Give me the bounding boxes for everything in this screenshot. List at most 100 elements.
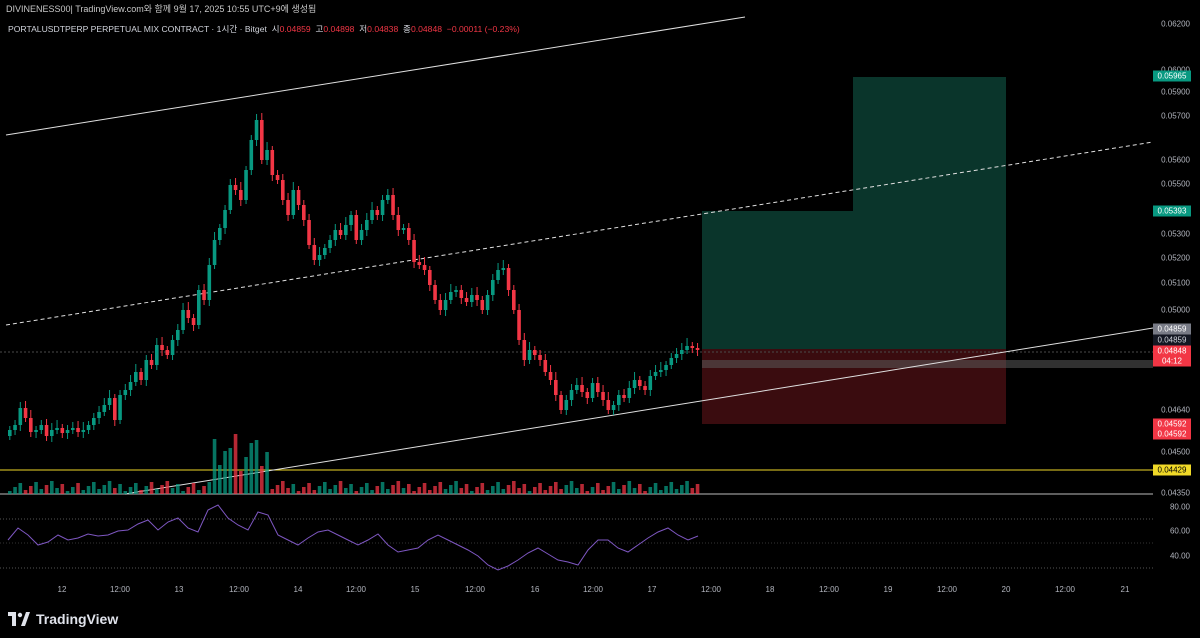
open-label: 시 <box>271 24 280 34</box>
caption-text: DIVINENESS00| TradingView.com와 함께 9월 17,… <box>6 4 317 14</box>
target-zone-right <box>853 77 1006 349</box>
volume-bar <box>491 486 495 494</box>
candle-body <box>491 280 495 295</box>
volume-bar <box>433 486 437 494</box>
price-axis[interactable]: 0.06200 0.06000 0.05900 0.05700 0.05600 0.055… <box>1153 16 1200 596</box>
volume-bar <box>265 452 269 494</box>
time-tick: 12:00 <box>464 585 486 594</box>
volume-bar <box>160 485 164 494</box>
volume-bar <box>512 481 516 494</box>
candle-body <box>333 230 338 240</box>
candle-body <box>239 190 243 200</box>
volume-bar <box>533 487 537 494</box>
candle-body <box>527 350 532 360</box>
volume-bar <box>307 483 311 494</box>
candle-body <box>338 230 343 235</box>
volume-bar <box>65 491 70 494</box>
volume-bar <box>44 485 49 494</box>
time-tick: 12:00 <box>109 585 131 594</box>
candle-body <box>443 300 448 310</box>
volume-bar <box>380 482 385 494</box>
candle-body <box>548 372 553 380</box>
price-tag: 0.04859 <box>1153 334 1191 346</box>
candle-body <box>380 200 385 215</box>
candle-body <box>228 185 233 210</box>
time-tick: 12:00 <box>1054 585 1076 594</box>
candle-body <box>34 430 38 432</box>
price-tag: 0.04848 <box>1153 345 1191 357</box>
candle-body <box>50 430 54 436</box>
time-tick: 20 <box>1001 585 1011 594</box>
volume-bar <box>564 485 569 494</box>
time-tick: 12:00 <box>936 585 958 594</box>
candle-body <box>407 228 411 240</box>
time-tick: 14 <box>293 585 303 594</box>
volume-bar <box>323 482 327 494</box>
candle-body <box>475 295 479 300</box>
volume-bar <box>149 482 154 494</box>
time-tick: 21 <box>1120 585 1130 594</box>
volume-bar <box>270 489 275 494</box>
volume-bar <box>449 485 453 494</box>
candle-body <box>44 425 49 436</box>
candle-body <box>349 215 353 225</box>
candle-body <box>29 418 33 432</box>
volume-bar <box>622 485 626 494</box>
candle-body <box>428 270 432 285</box>
volume-bar <box>664 486 668 494</box>
candle-body <box>307 220 311 245</box>
volume-bar <box>170 488 175 494</box>
volume-bar <box>296 491 301 494</box>
candle-body <box>207 265 212 300</box>
rsi-tick: 80.00 <box>1169 502 1190 512</box>
volume-bar <box>454 481 458 494</box>
tradingview-logo[interactable]: TradingView <box>8 611 118 627</box>
candle-body <box>401 228 406 230</box>
price-tag: 0.04429 <box>1153 464 1191 476</box>
volume-bar <box>417 487 422 494</box>
channel-mid-line <box>5 141 1153 326</box>
candle-body <box>181 310 185 330</box>
chart-canvas[interactable] <box>0 16 1153 596</box>
volume-bar <box>212 439 217 494</box>
candle-body <box>86 425 91 430</box>
price-tick: 0.04350 <box>1161 488 1190 498</box>
candle-body <box>564 400 569 410</box>
candle-body <box>113 398 117 420</box>
volume-bar <box>260 466 264 494</box>
time-tick: 12:00 <box>228 585 250 594</box>
candle-body <box>328 240 332 248</box>
brand-label: TradingView <box>36 611 119 627</box>
candle-body <box>202 290 206 300</box>
volume-bar <box>181 491 185 494</box>
volume-bar <box>155 489 159 494</box>
volume-bar <box>165 481 170 494</box>
candle-body <box>422 265 427 270</box>
time-axis[interactable]: 12 12:00 13 12:00 14 12:00 15 12:00 16 12:00 17 12:… <box>0 580 1153 598</box>
candle-body <box>97 412 101 418</box>
volume-bar <box>202 486 206 494</box>
price-tick: 0.05700 <box>1161 111 1190 121</box>
volume-bar <box>648 487 653 494</box>
volume-bar <box>29 486 33 494</box>
volume-bar <box>606 486 611 494</box>
volume-bar <box>443 489 448 494</box>
candle-body <box>590 383 595 398</box>
price-tag: 0.04592 <box>1153 418 1191 430</box>
candle-body <box>438 300 443 310</box>
volume-bar <box>228 448 233 494</box>
candle-body <box>344 225 348 235</box>
top-caption-bar: DIVINENESS00| TradingView.com와 함께 9월 17,… <box>0 0 1200 16</box>
volume-bar <box>13 487 17 494</box>
volume-bar <box>349 484 353 494</box>
volume-bar <box>233 434 238 494</box>
volume-bar <box>338 481 343 494</box>
price-chart[interactable] <box>0 16 1153 596</box>
time-tick: 12:00 <box>345 585 367 594</box>
candle-body <box>391 195 395 215</box>
volume-bar <box>244 457 248 494</box>
volume-bar <box>134 483 138 494</box>
volume-bar <box>559 489 563 494</box>
volume-bar <box>632 488 637 494</box>
candle-body <box>286 200 290 215</box>
